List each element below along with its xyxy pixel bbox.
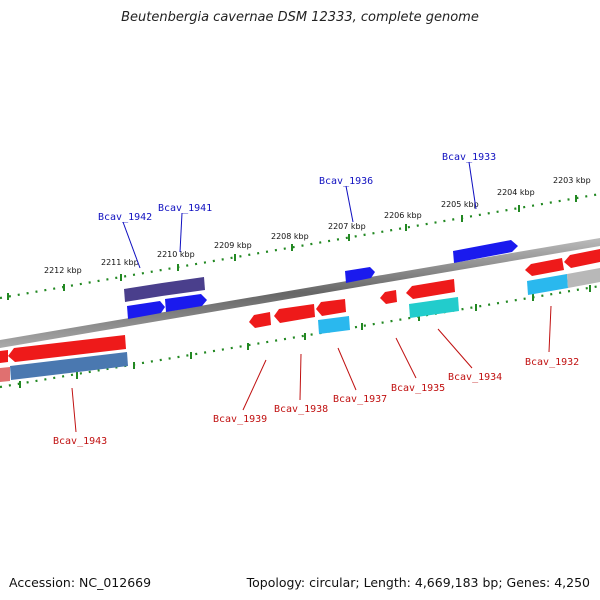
genome-axis	[0, 238, 600, 348]
accession-text: Accession: NC_012669	[9, 575, 152, 590]
scale-label-2209: 2209 kbp	[214, 241, 252, 250]
scale-label-2208: 2208 kbp	[271, 232, 309, 241]
gene-bcav-1932-rna[interactable]	[527, 274, 568, 295]
gene-label-bcav-1932: Bcav_1932	[525, 357, 579, 368]
gene-bcav-1942-rna[interactable]	[124, 283, 162, 302]
gene-bcav-1941[interactable]	[165, 294, 207, 312]
gene-label-bcav-1936: Bcav_1936	[319, 176, 373, 187]
gene-bcav-1943-rna[interactable]	[10, 352, 128, 380]
lower-scale-ticks	[19, 285, 591, 388]
scale-label-2205: 2205 kbp	[441, 200, 479, 209]
scale-labels: 2212 kbp 2211 kbp 2210 kbp 2209 kbp 2208…	[44, 176, 591, 275]
gene-bcav-1941-rna[interactable]	[162, 277, 205, 296]
gene-bcav-1933[interactable]	[453, 240, 518, 263]
gene-label-bcav-1941: Bcav_1941	[158, 203, 212, 214]
gene-label-bcav-1943: Bcav_1943	[53, 436, 107, 447]
gene-bcav-1934-rna[interactable]	[409, 297, 459, 318]
scale-label-2206: 2206 kbp	[384, 211, 422, 220]
gene-label-bcav-1939: Bcav_1939	[213, 414, 267, 425]
forward-genes	[124, 240, 518, 319]
gene-bcav-1932-rna-gray[interactable]	[567, 268, 600, 288]
gene-bcav-1938[interactable]	[274, 304, 315, 323]
lower-scale-line	[0, 284, 600, 389]
gene-bcav-1939[interactable]	[249, 312, 271, 328]
gene-labels: Bcav_1942 Bcav_1941 Bcav_1936 Bcav_1933 …	[53, 152, 579, 447]
gene-label-bcav-1938: Bcav_1938	[274, 404, 328, 415]
scale-label-2207: 2207 kbp	[328, 222, 366, 231]
gene-bcav-1934[interactable]	[406, 279, 455, 299]
gene-bcav-1935[interactable]	[380, 290, 397, 304]
gene-bcav-1937[interactable]	[316, 299, 346, 316]
gene-bcav-1943-rna-left[interactable]	[0, 367, 10, 382]
gene-bcav-1936[interactable]	[345, 267, 375, 283]
gene-bcav-1943[interactable]	[8, 335, 126, 362]
scale-label-2212: 2212 kbp	[44, 266, 82, 275]
gene-label-bcav-1934: Bcav_1934	[448, 372, 502, 383]
gene-label-bcav-1942: Bcav_1942	[98, 212, 152, 223]
topology-text: Topology: circular; Length: 4,669,183 bp…	[246, 575, 590, 590]
gene-label-bcav-1935: Bcav_1935	[391, 383, 445, 394]
reverse-genes	[0, 249, 600, 382]
gene-bcav-1932[interactable]	[525, 258, 564, 276]
gene-bcav-1942[interactable]	[127, 301, 165, 319]
upper-scale-ticks	[7, 195, 577, 300]
scale-label-2203: 2203 kbp	[553, 176, 591, 185]
scale-label-2211: 2211 kbp	[101, 258, 139, 267]
scale-label-2210: 2210 kbp	[157, 250, 195, 259]
label-leaders	[71, 161, 552, 433]
gene-bcav-1937-rna[interactable]	[318, 316, 350, 334]
gene-label-bcav-1933: Bcav_1933	[442, 152, 496, 163]
gene-label-bcav-1937: Bcav_1937	[333, 394, 387, 405]
scale-label-2204: 2204 kbp	[497, 188, 535, 197]
gene-bcav-1932-next[interactable]	[564, 249, 600, 268]
map-title: Beutenbergia cavernae DSM 12333, complet…	[121, 10, 479, 25]
gene-bcav-1943-left[interactable]	[0, 350, 8, 363]
